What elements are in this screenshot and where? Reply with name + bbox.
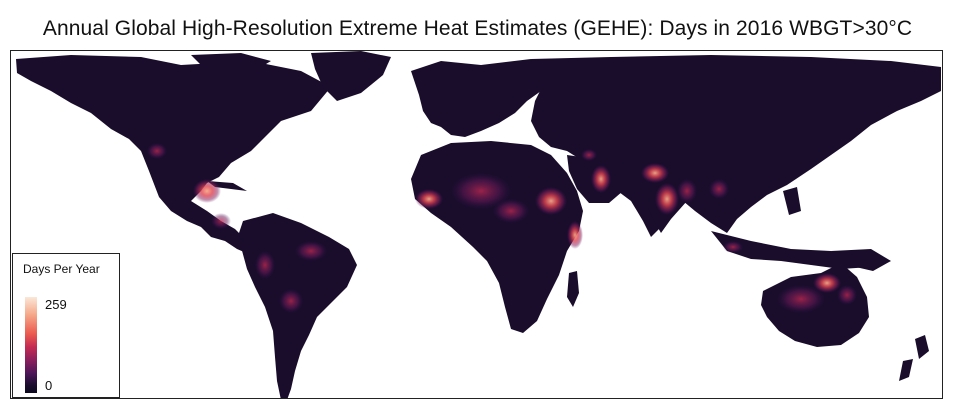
- arctic-islands: [191, 53, 271, 73]
- east-asia-islands: [783, 111, 825, 215]
- map-title: Annual Global High-Resolution Extreme He…: [42, 17, 913, 40]
- color-legend: Days Per Year 259 0: [12, 253, 120, 398]
- legend-min-label: 0: [45, 378, 53, 393]
- new-guinea-landmass: [831, 249, 891, 271]
- legend-max-label: 259: [45, 297, 67, 312]
- north-america-landmass: [16, 55, 331, 255]
- world-map-svg: [16, 51, 941, 398]
- europe-landmass: [411, 59, 551, 137]
- new-zealand-landmass: [899, 335, 929, 381]
- africa-landmass: [411, 141, 583, 333]
- asia-landmass: [531, 55, 941, 237]
- madagascar-landmass: [567, 271, 579, 307]
- heat-hotspots: [147, 143, 857, 313]
- legend-color-bar: [25, 297, 37, 393]
- world-map: [10, 50, 943, 399]
- southeast-asia-islands: [711, 231, 871, 269]
- legend-title: Days Per Year: [23, 262, 100, 276]
- greenland-landmass: [311, 51, 391, 101]
